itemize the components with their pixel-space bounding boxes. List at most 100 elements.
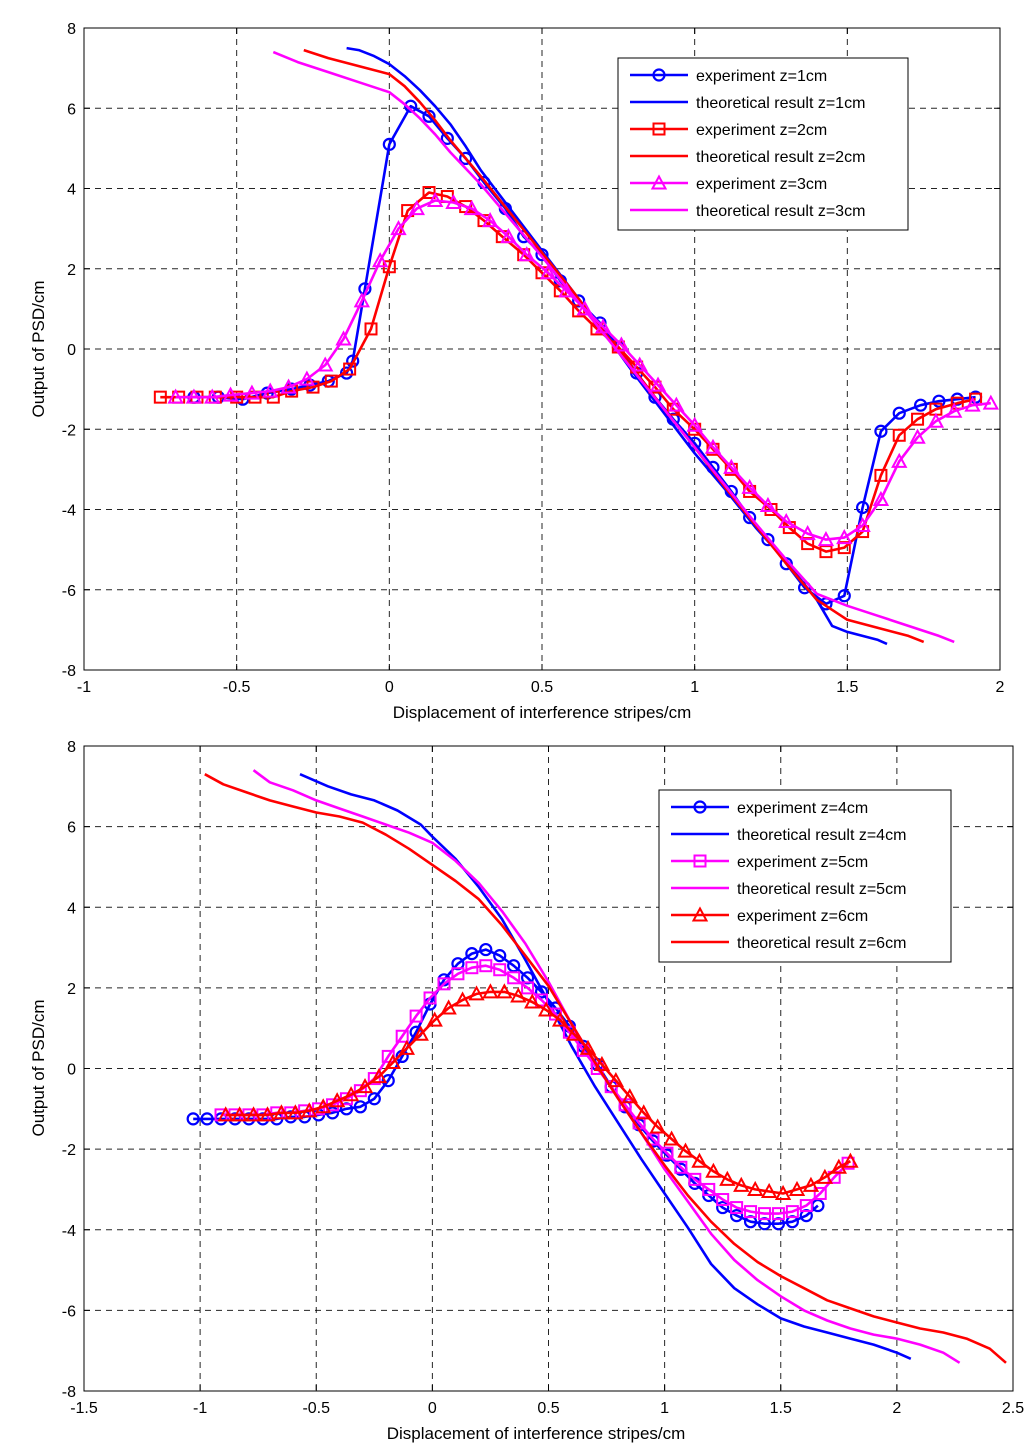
data-point-experiment-z-5cm: [785, 1205, 799, 1219]
data-point-experiment-z-4cm: [381, 1073, 395, 1088]
data-point-experiment-z-1cm: [855, 500, 870, 515]
x-tick-label: 2: [996, 679, 1005, 696]
data-point-experiment-z-6cm: [816, 1168, 834, 1184]
data-point-experiment-z-6cm: [663, 1130, 680, 1146]
legend-label-theoretical-result-z-5cm: theoretical result z=5cm: [737, 881, 906, 898]
data-point-experiment-z-6cm: [273, 1104, 290, 1120]
data-point-experiment-z-3cm: [649, 376, 667, 392]
x-tick-label: 1.5: [770, 1400, 792, 1417]
data-point-experiment-z-3cm: [872, 490, 890, 506]
data-point-experiment-z-6cm: [259, 1106, 276, 1122]
series-bottom: [186, 769, 1007, 1364]
data-point-experiment-z-5cm: [590, 1062, 604, 1075]
data-point-experiment-z-2cm: [324, 374, 338, 388]
data-point-experiment-z-5cm: [535, 993, 549, 1007]
data-point-experiment-z-3cm: [964, 396, 981, 412]
y-tick-label: 2: [67, 262, 76, 279]
data-point-experiment-z-6cm: [747, 1180, 764, 1196]
data-point-experiment-z-1cm: [382, 137, 396, 151]
data-point-experiment-z-5cm: [465, 961, 479, 975]
y-tick-label: 6: [67, 820, 76, 837]
data-point-experiment-z-5cm: [813, 1186, 827, 1200]
x-tick-label: 1.5: [836, 679, 858, 696]
data-point-experiment-z-5cm: [660, 1146, 674, 1160]
data-point-experiment-z-3cm: [222, 386, 239, 402]
data-point-experiment-z-3cm: [854, 516, 871, 533]
data-point-experiment-z-3cm: [982, 394, 1000, 410]
x-tick-label: -0.5: [302, 1400, 330, 1417]
data-point-experiment-z-2cm: [874, 468, 888, 482]
data-point-experiment-z-6cm: [788, 1180, 806, 1196]
legend-marker-experiment-z-2cm: [652, 122, 666, 136]
x-tick-label: -1: [77, 679, 91, 696]
y-tick-label: -8: [62, 1384, 76, 1401]
data-point-experiment-z-3cm: [185, 388, 203, 404]
legend-label-theoretical-result-z-6cm: theoretical result z=6cm: [737, 935, 906, 952]
data-point-experiment-z-6cm: [315, 1098, 332, 1114]
legend-marker-experiment-z-4cm: [693, 800, 707, 814]
y-tick-label: 0: [67, 342, 76, 359]
data-point-experiment-z-3cm: [576, 300, 593, 316]
data-point-experiment-z-4cm: [353, 1100, 367, 1114]
chart-bottom: -1.5 -1 -0.5 0 0.5 1 1.5 2 2.5 -8 -6 -4 -2 0 2 4 6 8 Disp…: [29, 739, 1024, 1443]
data-point-experiment-z-6cm: [301, 1102, 318, 1118]
data-point-experiment-z-2cm: [892, 428, 906, 442]
data-point-experiment-z-1cm: [743, 510, 757, 525]
data-point-experiment-z-6cm: [356, 1078, 374, 1094]
data-point-experiment-z-6cm: [482, 983, 499, 999]
data-point-experiment-z-1cm: [914, 398, 928, 412]
series-line-theoretical-result-z-4cm: [299, 773, 912, 1360]
data-point-experiment-z-3cm: [704, 438, 722, 454]
legend-label-experiment-z-6cm: experiment z=6cm: [737, 908, 868, 925]
data-point-experiment-z-6cm: [802, 1176, 820, 1192]
data-point-experiment-z-5cm: [744, 1205, 758, 1219]
data-point-experiment-z-4cm: [534, 985, 549, 999]
x-tick-label: 0: [385, 679, 394, 696]
data-point-experiment-z-4cm: [730, 1209, 744, 1223]
series-line-experiment-z-2cm: [160, 191, 976, 553]
data-point-experiment-z-6cm: [426, 1011, 443, 1027]
data-point-experiment-z-5cm: [799, 1199, 813, 1213]
data-point-experiment-z-3cm: [408, 199, 425, 216]
data-point-experiment-z-6cm: [842, 1152, 859, 1168]
data-point-experiment-z-5cm: [479, 959, 493, 973]
data-point-experiment-z-5cm: [395, 1029, 409, 1043]
data-point-experiment-z-6cm: [398, 1039, 416, 1055]
data-point-experiment-z-6cm: [510, 987, 527, 1003]
data-point-experiment-z-2cm: [422, 186, 436, 200]
data-point-experiment-z-3cm: [167, 388, 184, 404]
x-tick-label: 0.5: [537, 1400, 559, 1417]
data-point-experiment-z-3cm: [243, 384, 261, 400]
data-point-experiment-z-3cm: [909, 428, 926, 444]
y-tick-label: -4: [62, 1223, 76, 1240]
data-point-experiment-z-2cm: [306, 380, 320, 394]
legend-label-theoretical-result-z-2cm: theoretical result z=2cm: [696, 149, 865, 166]
data-point-experiment-z-4cm: [200, 1112, 214, 1126]
data-point-experiment-z-1cm: [874, 424, 888, 438]
data-point-experiment-z-6cm: [621, 1088, 638, 1104]
data-point-experiment-z-1cm: [440, 131, 454, 145]
data-point-experiment-z-3cm: [741, 478, 758, 494]
legend-bottom: experiment z=4cm theoretical result z=4cm…: [658, 789, 952, 963]
data-point-experiment-z-6cm: [524, 993, 541, 1009]
data-point-experiment-z-5cm: [674, 1160, 688, 1174]
data-point-experiment-z-6cm: [691, 1152, 708, 1168]
data-point-experiment-z-3cm: [204, 388, 221, 404]
data-point-experiment-z-6cm: [719, 1170, 736, 1186]
data-point-experiment-z-6cm: [328, 1092, 346, 1108]
data-point-experiment-z-5cm: [507, 971, 521, 985]
data-point-experiment-z-2cm: [230, 390, 244, 404]
data-point-experiment-z-5cm: [437, 977, 451, 991]
legend-label-experiment-z-3cm: experiment z=3cm: [696, 176, 827, 193]
data-point-experiment-z-3cm: [280, 378, 297, 394]
data-point-experiment-z-3cm: [539, 264, 557, 280]
series-top: [153, 46, 1000, 646]
data-point-experiment-z-6cm: [440, 999, 457, 1015]
legend-top: experiment z=1cm theoretical result z=1cm…: [617, 57, 909, 231]
y-tick-label: 0: [67, 1062, 76, 1079]
data-point-experiment-z-5cm: [688, 1172, 702, 1186]
y-tick-label: -4: [62, 503, 76, 520]
chart-top: -1 -0.5 0 0.5 1 1.5 2 -8 -6 -4 -2 0 2 4 6 8 Displacemen…: [29, 21, 1005, 722]
data-point-experiment-z-1cm: [339, 366, 354, 380]
data-point-experiment-z-6cm: [370, 1067, 388, 1084]
